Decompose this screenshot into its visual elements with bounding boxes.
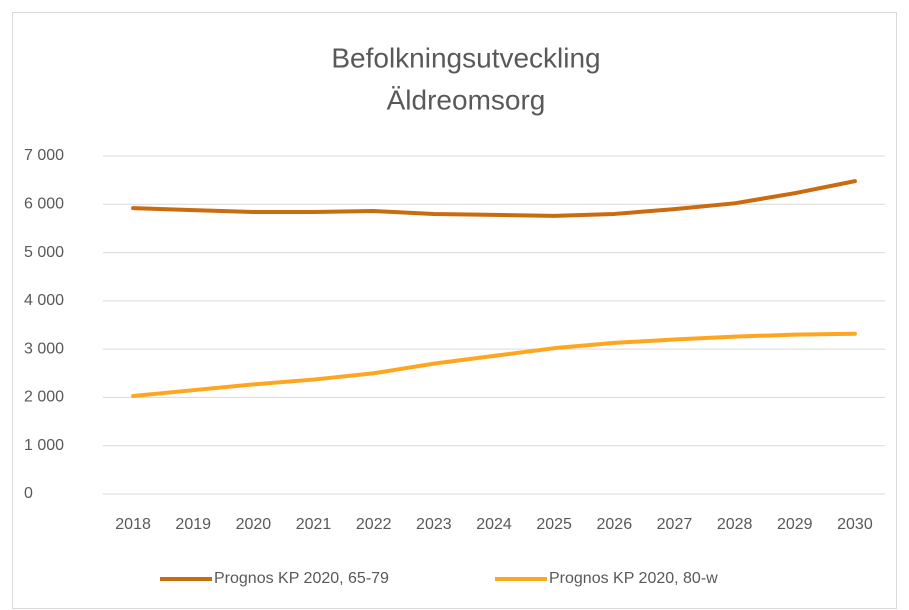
x-tick-label: 2022: [356, 516, 392, 533]
x-tick-label: 2020: [236, 516, 272, 533]
chart-border: [12, 12, 897, 609]
y-tick-label: 4 000: [24, 292, 64, 309]
x-tick-label: 2030: [837, 516, 873, 533]
y-tick-label: 7 000: [24, 147, 64, 164]
chart-title: Äldreomsorg: [387, 84, 546, 115]
series-line: [131, 331, 857, 398]
y-tick-label: 3 000: [24, 340, 64, 357]
y-tick-label: 0: [24, 485, 33, 502]
y-tick-label: 1 000: [24, 437, 64, 454]
y-tick-label: 6 000: [24, 196, 64, 213]
x-tick-label: 2029: [777, 516, 813, 533]
legend-label: Prognos KP 2020, 80-w: [549, 570, 718, 587]
y-tick-label: 5 000: [24, 244, 64, 261]
x-tick-label: 2021: [296, 516, 332, 533]
x-tick-label: 2027: [657, 516, 693, 533]
x-tick-label: 2024: [476, 516, 512, 533]
series-line: [131, 179, 857, 218]
chart-title: Befolkningsutveckling: [331, 42, 600, 73]
x-tick-label: 2023: [416, 516, 452, 533]
legend-label: Prognos KP 2020, 65-79: [214, 570, 389, 587]
x-tick-label: 2025: [536, 516, 572, 533]
y-tick-label: 2 000: [24, 389, 64, 406]
x-tick-label: 2018: [115, 516, 151, 533]
x-tick-label: 2019: [175, 516, 211, 533]
x-tick-label: 2026: [597, 516, 633, 533]
x-tick-label: 2028: [717, 516, 753, 533]
